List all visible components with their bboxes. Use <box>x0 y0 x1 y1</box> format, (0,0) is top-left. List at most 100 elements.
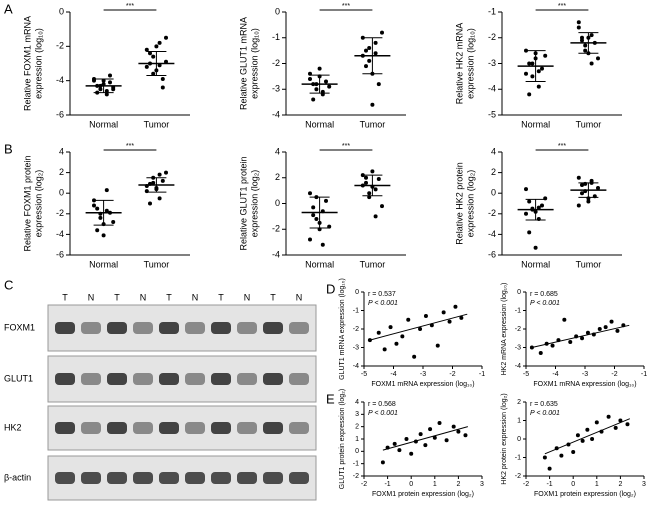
data-point <box>164 170 168 175</box>
data-point <box>101 233 106 238</box>
y-tick-label: -1 <box>515 307 521 314</box>
data-point <box>373 51 378 56</box>
data-point <box>314 216 319 221</box>
data-point <box>154 44 159 49</box>
x-axis-label: FOXM1 protein expression (log₂) <box>534 491 636 498</box>
data-point <box>589 61 594 66</box>
y-tick-label: 4 <box>59 146 64 156</box>
x-tick-label: Tumor <box>144 259 170 269</box>
x-tick-label: 1 <box>433 481 437 488</box>
x-tick-label: 2 <box>456 481 460 488</box>
y-axis-label: GLUT1 protein expression (log₂) <box>339 389 346 489</box>
data-point <box>589 33 594 38</box>
y-tick-label: 0 <box>517 289 521 296</box>
blot-band <box>107 373 127 385</box>
fit-line <box>382 426 468 451</box>
data-point <box>367 58 372 63</box>
data-point <box>594 420 599 425</box>
y-tick-label: 2 <box>355 424 359 431</box>
data-point <box>540 66 544 71</box>
data-point <box>625 422 630 427</box>
data-point <box>98 215 103 220</box>
lane-label: N <box>140 292 147 302</box>
data-point <box>459 315 464 320</box>
y-tick-label: -2 <box>56 41 64 51</box>
blot-band <box>159 472 179 484</box>
data-point <box>388 325 393 330</box>
data-point <box>538 351 543 356</box>
y-tick-label: -4 <box>488 84 496 94</box>
protein-label: HK2 <box>4 422 22 432</box>
data-point <box>530 74 535 79</box>
y-tick-label: 0 <box>491 188 496 198</box>
y-tick-label: 1 <box>517 417 521 424</box>
data-point <box>324 198 328 203</box>
data-point <box>412 354 417 359</box>
y-tick-label: -4 <box>272 109 280 119</box>
data-point <box>394 341 399 346</box>
data-point <box>92 203 96 208</box>
data-point <box>364 64 368 69</box>
y-tick-label: -1 <box>272 32 280 42</box>
y-tick-label: 0 <box>59 6 64 16</box>
data-point <box>576 175 581 180</box>
y-axis-label: GLUT1 mRNA expression (log₁₀) <box>339 278 346 380</box>
y-tick-label: -2 <box>272 224 280 234</box>
y-tick-label: -3 <box>488 58 496 68</box>
data-point <box>104 92 109 97</box>
blot-band <box>81 322 101 334</box>
x-tick-label: Normal <box>305 119 334 129</box>
lane-label: N <box>88 292 95 302</box>
blot-band <box>237 373 257 385</box>
y-tick-label: -4 <box>353 363 359 370</box>
lane-label: T <box>166 292 172 302</box>
y-tick-label: -3 <box>515 344 521 351</box>
data-point <box>157 172 162 177</box>
panel-label: B <box>4 141 13 156</box>
data-point <box>364 175 368 180</box>
data-point <box>327 84 332 89</box>
data-point <box>547 466 552 471</box>
data-point <box>111 87 116 92</box>
data-point <box>463 433 468 438</box>
data-point <box>308 191 312 196</box>
data-point <box>376 330 381 335</box>
blot-band <box>81 422 101 434</box>
x-tick-label: -4 <box>552 371 558 378</box>
data-point <box>324 79 328 84</box>
y-axis-label: expression (log₂) <box>465 170 475 238</box>
blot-band <box>289 422 309 434</box>
data-point <box>576 203 581 208</box>
data-point <box>590 437 595 441</box>
blot-band <box>133 472 153 484</box>
y-axis-label: Relative FOXM1 mRNA <box>22 16 32 111</box>
y-axis-label: Relative FOXM1 protein <box>22 155 32 251</box>
significance-label: *** <box>558 3 566 10</box>
y-tick-label: 4 <box>355 399 359 406</box>
data-point <box>376 177 381 182</box>
stat-label: P < 0.001 <box>368 410 398 417</box>
data-point <box>536 84 541 89</box>
y-axis-label: expression (log₂) <box>33 170 43 238</box>
data-point <box>373 40 378 45</box>
y-tick-label: 0 <box>275 6 280 16</box>
blot-band <box>133 373 153 385</box>
data-point <box>524 211 528 216</box>
blot-band <box>55 472 75 484</box>
data-point <box>380 204 384 209</box>
blot-band <box>263 373 283 385</box>
blot-band <box>133 322 153 334</box>
blot-band <box>211 373 231 385</box>
data-point <box>144 64 149 69</box>
data-point <box>308 237 312 242</box>
y-axis-label: Relative GLUT1 mRNA <box>238 17 248 110</box>
data-point <box>382 347 387 352</box>
x-tick-label: -1 <box>384 481 390 488</box>
data-point <box>603 325 608 330</box>
y-tick-label: -4 <box>272 249 280 259</box>
blot-band <box>55 322 75 334</box>
data-point <box>367 46 372 51</box>
data-point <box>524 187 528 192</box>
protein-label: GLUT1 <box>4 373 33 383</box>
